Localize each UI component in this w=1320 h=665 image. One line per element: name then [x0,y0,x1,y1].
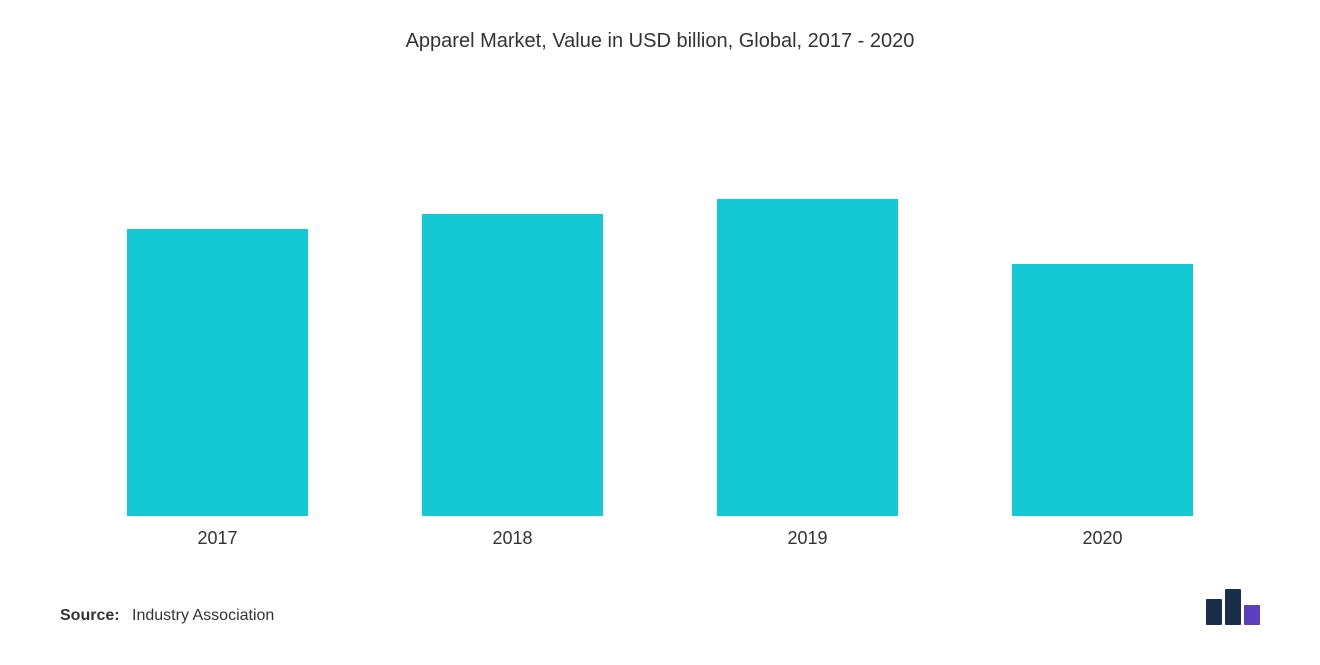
bar-group-3 [973,73,1233,516]
x-label-2: 2019 [678,528,938,549]
bar-group-2 [678,73,938,516]
x-label-1: 2018 [383,528,643,549]
x-axis: 2017 2018 2019 2020 [50,516,1270,549]
bar-0 [127,229,309,516]
logo-bar-2 [1225,589,1241,625]
logo-icon [1206,589,1260,625]
logo-bar-1 [1206,599,1222,625]
bar-group-1 [383,73,643,516]
bar-3 [1012,264,1194,516]
footer: Source: Industry Association [50,589,1270,625]
bar-1 [422,214,604,516]
source-value: Industry Association [132,607,274,624]
chart-title: Apparel Market, Value in USD billion, Gl… [50,30,1270,53]
x-label-0: 2017 [88,528,348,549]
source-line: Source: Industry Association [60,607,274,625]
bar-2 [717,199,899,516]
logo-bar-3 [1244,605,1260,625]
plot-area [50,73,1270,516]
x-label-3: 2020 [973,528,1233,549]
chart-container: Apparel Market, Value in USD billion, Gl… [0,0,1320,665]
bar-group-0 [88,73,348,516]
source-label: Source: [60,607,120,624]
